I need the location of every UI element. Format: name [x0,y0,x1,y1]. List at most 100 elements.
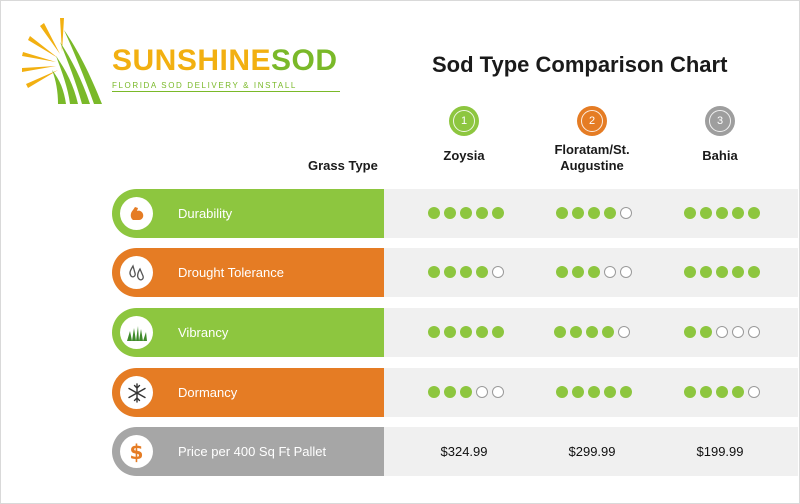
price-floratam: $299.99 [568,444,616,459]
rating-dot-filled [428,326,440,338]
rating-dot-filled [700,266,712,278]
rating-dot-filled [554,326,566,338]
rating-dot-filled [748,266,760,278]
column-number: 3 [709,110,731,132]
row-label-pill: Durability [112,189,384,238]
rating-dot-filled [556,266,568,278]
rating-dot-filled [444,326,456,338]
rating-dot-filled [684,207,696,219]
grass-icon [120,316,153,349]
rating-dots-zoysia [428,266,504,278]
rating-dot-filled [476,207,488,219]
rating-dot-filled [604,386,616,398]
rating-dot-empty [620,207,632,219]
column-badge: 2 [577,106,607,136]
row-drought-tolerance: Drought Tolerance [112,248,798,297]
rating-dot-empty [492,386,504,398]
rating-dot-filled [460,326,472,338]
rating-dot-filled [556,207,568,219]
rating-dot-empty [476,386,488,398]
rating-dots-floratam [556,207,632,219]
row-label-pill: Drought Tolerance [112,248,384,297]
rating-dots-floratam [554,326,630,338]
dollar-icon: $ [120,435,153,468]
rating-dot-filled [460,207,472,219]
rating-dot-filled [572,386,584,398]
column-header-zoysia: 1 Zoysia [389,106,539,164]
row-label: Price per 400 Sq Ft Pallet [178,444,327,459]
rating-dot-filled [732,266,744,278]
rating-dot-filled [476,266,488,278]
row-label-pill: Vibrancy [112,308,384,357]
rating-dot-filled [492,326,504,338]
rating-dot-filled [684,386,696,398]
column-name: Zoysia [443,148,485,163]
rating-dot-filled [748,207,760,219]
chart-title: Sod Type Comparison Chart [432,52,728,77]
rating-dot-filled [428,266,440,278]
column-number: 2 [581,110,603,132]
rating-dots-bahia [684,386,760,398]
snowflake-icon [120,376,153,409]
row-background [384,427,798,476]
rating-dot-filled [444,266,456,278]
rating-dot-empty [604,266,616,278]
row-label-pill: Dormancy [112,368,384,417]
price-bahia: $199.99 [696,444,744,459]
brand-name: SUNSHINESOD [112,44,338,78]
column-header-bahia: 3 Bahia [645,106,795,164]
rating-dot-filled [700,386,712,398]
rating-dots-zoysia [428,207,504,219]
rating-dot-filled [556,386,568,398]
brand-name-part2: SOD [271,44,338,77]
column-name: Bahia [702,148,738,163]
rating-dot-empty [492,266,504,278]
rating-dot-filled [570,326,582,338]
rating-dot-filled [572,266,584,278]
rating-dot-filled [460,266,472,278]
row-label: Dormancy [178,385,238,400]
column-badge: 3 [705,106,735,136]
rating-dot-filled [602,326,614,338]
rating-dot-filled [604,207,616,219]
flexed-arm-icon [120,197,153,230]
dollar-glyph: $ [129,439,144,464]
brand-name-part1: SUNSHINE [112,44,272,77]
rating-dot-filled [460,386,472,398]
rating-dot-empty [716,326,728,338]
rating-dot-filled [444,386,456,398]
water-drops-icon [120,256,153,289]
rating-dot-filled [716,266,728,278]
rating-dot-empty [732,326,744,338]
rating-dot-filled [428,207,440,219]
column-number: 1 [453,110,475,132]
rating-dot-filled [476,326,488,338]
row-label: Vibrancy [178,325,229,340]
row-durability: Durability [112,189,798,238]
rating-dot-filled [492,207,504,219]
row-label-pill: $ Price per 400 Sq Ft Pallet [112,427,384,476]
rating-dot-filled [700,326,712,338]
rating-dot-empty [748,326,760,338]
rating-dot-filled [732,207,744,219]
rating-dots-bahia [684,207,760,219]
rating-dot-filled [586,326,598,338]
rating-dot-filled [588,207,600,219]
grass-type-label: Grass Type [308,158,378,173]
column-header-floratam: 2 Floratam/St. Augustine [517,106,667,174]
rating-dot-filled [716,386,728,398]
rating-dot-empty [618,326,630,338]
column-badge: 1 [449,106,479,136]
rating-dot-filled [572,207,584,219]
rating-dots-floratam [556,266,632,278]
rating-dots-zoysia [428,386,504,398]
brand-tagline: FLORIDA SOD DELIVERY & INSTALL [112,81,297,90]
price-zoysia: $324.99 [440,444,488,459]
row-label: Durability [178,206,233,221]
rating-dot-filled [588,386,600,398]
rating-dot-filled [732,386,744,398]
row-price: $ Price per 400 Sq Ft Pallet $324.99 $29… [112,427,798,476]
row-label: Drought Tolerance [178,265,284,280]
rating-dot-filled [428,386,440,398]
rating-dot-filled [444,207,456,219]
